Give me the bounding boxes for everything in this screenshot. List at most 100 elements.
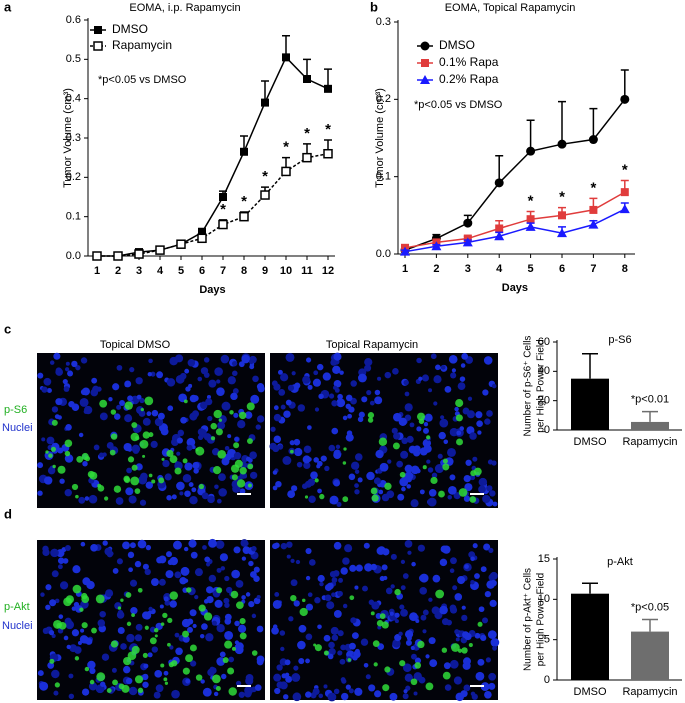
nucleus	[125, 487, 134, 496]
annotation: *p<0.05 vs DMSO	[414, 99, 503, 111]
chart-title: p-S6	[608, 334, 631, 346]
chart-title: EOMA, Topical Rapamycin	[445, 2, 576, 14]
panel-label: d	[4, 506, 12, 521]
nucleus	[214, 484, 219, 490]
stained-cell	[323, 650, 329, 656]
nucleus	[71, 606, 77, 611]
nucleus	[394, 612, 400, 618]
nucleus	[211, 620, 217, 626]
nucleus	[294, 447, 303, 457]
stained-cell	[442, 458, 448, 464]
nucleus	[337, 590, 343, 597]
nucleus	[84, 496, 90, 501]
y-axis-label: per High Power Field	[536, 573, 547, 666]
nucleus	[192, 461, 200, 469]
data-point	[525, 221, 536, 231]
nucleus	[449, 474, 456, 481]
nucleus	[230, 392, 238, 401]
nucleus	[327, 692, 337, 702]
nucleus	[58, 614, 64, 619]
nucleus	[317, 460, 323, 467]
nucleus	[145, 481, 154, 489]
nucleus	[167, 405, 174, 412]
nucleus	[456, 430, 462, 436]
stained-cell	[461, 647, 468, 654]
data-point	[260, 190, 270, 200]
nucleus	[482, 494, 491, 504]
stained-cell	[236, 479, 246, 488]
nucleus	[131, 444, 141, 454]
nucleus	[184, 462, 193, 471]
nucleus	[328, 641, 335, 649]
nucleus	[399, 477, 409, 487]
nucleus	[298, 658, 305, 665]
stained-cell	[216, 587, 223, 594]
nucleus	[37, 490, 43, 496]
nucleus	[480, 634, 487, 641]
stained-cell	[84, 455, 91, 462]
nucleus	[368, 599, 375, 606]
nucleus	[454, 629, 460, 635]
nucleus	[414, 657, 422, 664]
y-tick-label: 0.6	[66, 14, 81, 26]
nucleus	[379, 575, 385, 582]
stained-cell	[75, 494, 79, 499]
stained-cell	[442, 671, 451, 680]
stained-cell	[399, 471, 406, 478]
nucleus	[293, 665, 299, 671]
nucleus	[308, 495, 316, 504]
stained-cell	[158, 477, 165, 484]
nucleus	[422, 629, 427, 634]
nucleus	[100, 681, 106, 687]
stained-cell	[182, 630, 189, 638]
nucleus	[305, 603, 314, 611]
error-bar	[642, 410, 658, 422]
nucleus	[463, 684, 471, 692]
nucleus	[474, 573, 480, 579]
nucleus	[80, 388, 88, 396]
stained-cell	[290, 594, 297, 602]
nucleus	[75, 364, 81, 371]
stained-cell	[154, 634, 158, 638]
x-tick-label: 2	[115, 265, 121, 277]
stain-label: p-Akt	[4, 601, 30, 613]
stained-cell	[131, 645, 140, 654]
legend-label: 0.2% Rapa	[439, 72, 499, 86]
nucleus	[318, 393, 324, 400]
nucleus	[453, 492, 461, 500]
x-tick-label: 6	[199, 265, 205, 277]
nucleus	[286, 541, 293, 548]
nucleus	[463, 495, 471, 502]
nucleus	[166, 494, 172, 501]
nucleus	[241, 595, 246, 600]
x-axis-label: Days	[502, 282, 528, 294]
x-tick-label: 2	[433, 263, 439, 275]
nucleus	[351, 632, 359, 640]
nucleus	[486, 410, 493, 417]
nucleus	[313, 370, 319, 376]
nucleus	[336, 398, 346, 408]
nucleus	[420, 614, 427, 621]
nucleus	[194, 595, 199, 600]
nucleus	[292, 692, 302, 702]
nucleus	[191, 410, 200, 418]
data-point	[557, 139, 567, 149]
nucleus	[143, 663, 149, 669]
nucleus	[350, 380, 357, 387]
x-tick-label: 9	[262, 265, 268, 277]
nucleus	[97, 688, 102, 693]
stained-cell	[127, 456, 135, 463]
nucleus	[79, 635, 89, 644]
stained-cell	[134, 675, 144, 684]
nucleus	[218, 488, 227, 497]
nucleus	[334, 387, 340, 393]
nucleus	[333, 451, 342, 460]
nucleus	[224, 602, 230, 608]
nucleus	[162, 459, 170, 468]
nucleus	[129, 579, 138, 587]
nucleus	[410, 465, 420, 475]
nucleus	[37, 462, 44, 469]
nucleus	[216, 387, 225, 396]
nucleus	[174, 461, 180, 466]
stained-cell	[144, 396, 154, 406]
